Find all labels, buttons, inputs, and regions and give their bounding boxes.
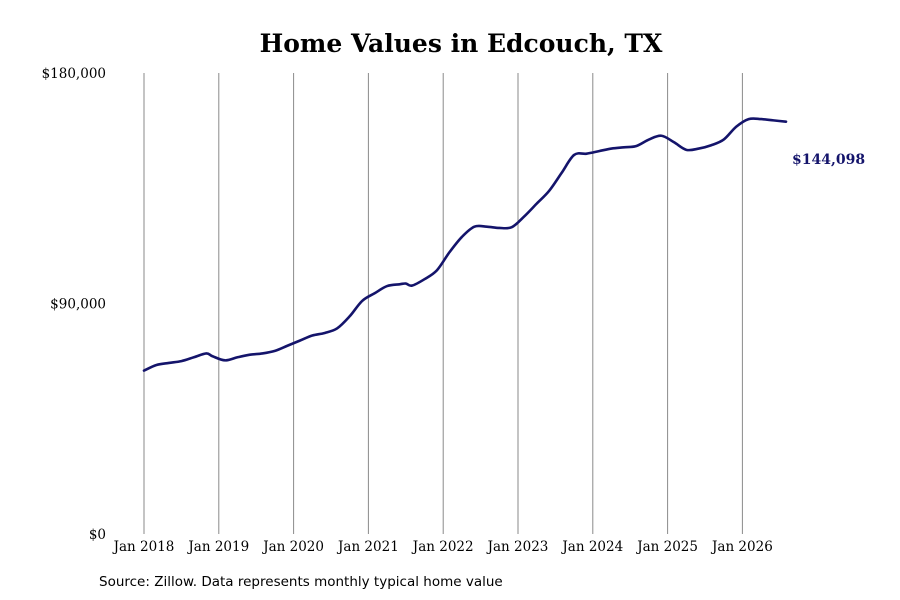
x-tick-label: Jan 2024 <box>560 539 623 555</box>
x-tick-label: Jan 2026 <box>710 539 773 555</box>
x-axis-ticks: Jan 2018 Jan 2019 Jan 2020 Jan 2021 Jan 2022… <box>112 539 773 555</box>
x-tick-label: Jan 2025 <box>635 539 698 555</box>
x-tick-label: Jan 2021 <box>336 539 399 555</box>
y-axis-ticks: $0 $90,000 $180,000 <box>42 66 106 543</box>
series-layer <box>142 117 788 372</box>
home-value-line <box>142 117 788 372</box>
x-tick-label: Jan 2019 <box>186 539 249 555</box>
x-tick-label: Jan 2022 <box>411 539 474 555</box>
grid-lines <box>143 73 743 534</box>
y-tick-label: $180,000 <box>42 66 106 82</box>
x-tick-label: Jan 2018 <box>112 539 175 555</box>
x-tick-label: Jan 2023 <box>486 539 549 555</box>
x-tick-label: Jan 2020 <box>261 539 324 555</box>
end-value-label: $144,098 <box>792 152 865 168</box>
source-note: Source: Zillow. Data represents monthly … <box>99 574 503 590</box>
y-tick-label: $0 <box>89 527 106 543</box>
chart-title: Home Values in Edcouch, TX <box>260 29 663 58</box>
y-tick-label: $90,000 <box>50 297 106 313</box>
